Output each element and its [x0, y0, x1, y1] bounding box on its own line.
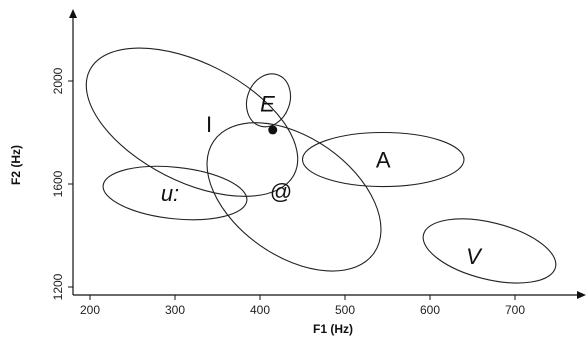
vowel-label: A [376, 148, 391, 173]
vowel-ellipse [102, 165, 248, 221]
x-tick-label: 400 [250, 303, 270, 317]
data-point [268, 125, 278, 135]
y-axis-title: F2 (Hz) [9, 145, 23, 185]
vowel-ellipse-group: V [422, 218, 557, 284]
vowel-ellipse [206, 122, 382, 272]
y-tick-label: 1200 [51, 273, 65, 300]
vowel-ellipse [245, 73, 292, 128]
y-tick-label: 1600 [51, 170, 65, 197]
point-layer [268, 125, 278, 135]
vowel-label: E [260, 91, 275, 116]
vowel-label: u: [161, 181, 179, 206]
vowel-ellipse-group: A [301, 131, 465, 188]
x-tick-label: 500 [335, 303, 355, 317]
y-axis [69, 9, 77, 295]
x-tick-label: 200 [80, 303, 100, 317]
y-ticks: 1200 1600 2000 [51, 67, 73, 300]
vowel-label: I [206, 112, 212, 137]
vowel-ellipse [301, 131, 465, 188]
x-tick-label: 300 [165, 303, 185, 317]
vowel-label: @ [270, 179, 292, 204]
x-tick-label: 700 [505, 303, 525, 317]
x-axis-title: F1 (Hz) [313, 322, 353, 336]
x-tick-label: 600 [420, 303, 440, 317]
ellipse-layer: I E Au: @ V [85, 47, 557, 284]
vowel-ellipse-group: E [245, 73, 292, 128]
vowel-ellipse-group: u: [102, 165, 248, 221]
vowel-ellipse [85, 47, 299, 197]
y-tick-label: 2000 [51, 67, 65, 94]
x-ticks: 200 300 400 500 600 700 [80, 295, 525, 317]
x-axis [73, 291, 586, 299]
x-axis-arrow [577, 291, 586, 299]
y-axis-arrow [69, 9, 77, 18]
vowel-ellipse-group: @ [206, 122, 382, 272]
vowel-label: V [466, 244, 483, 269]
vowel-ellipse [422, 218, 557, 284]
vowel-ellipse-group: I [85, 47, 299, 197]
